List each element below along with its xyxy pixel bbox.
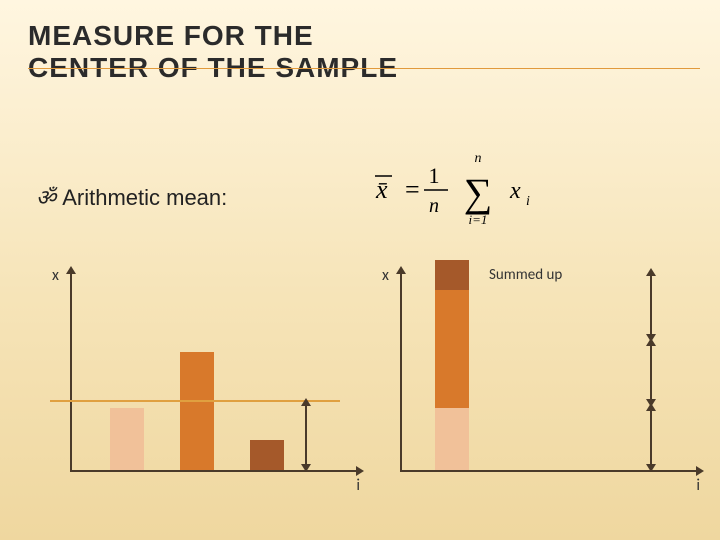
stacked-bar-segment xyxy=(435,290,469,408)
formula-arithmetic-mean: x̄ = 1 n n ∑ i=1 x i xyxy=(370,148,590,228)
formula-xi: x xyxy=(509,178,521,204)
formula-equals: = xyxy=(405,175,420,204)
arrowhead-icon xyxy=(696,466,704,476)
subtitle-text: Arithmetic mean: xyxy=(62,185,227,210)
y-axis-label: x xyxy=(52,266,59,285)
x-axis xyxy=(70,470,360,472)
mean-height-arrow xyxy=(305,400,307,470)
segment-height-arrow xyxy=(650,405,652,470)
x-axis-label: i xyxy=(356,476,360,495)
right-chart: xiSummed up xyxy=(380,270,700,500)
bar xyxy=(110,408,144,470)
annotation-summed-up: Summed up xyxy=(489,266,562,284)
segment-height-arrow xyxy=(650,340,652,405)
bar xyxy=(250,440,284,470)
arrowhead-icon xyxy=(646,399,656,407)
formula-num: 1 xyxy=(429,163,440,188)
arrowhead-icon xyxy=(646,268,656,276)
formula-sigma: ∑ xyxy=(464,170,493,215)
slide-title: MEASURE FOR THE CENTER OF THE SAMPLE xyxy=(28,20,398,84)
stacked-bar-segment xyxy=(435,408,469,470)
arrowhead-icon xyxy=(66,266,76,274)
y-axis xyxy=(400,270,402,470)
arrowhead-icon xyxy=(646,334,656,342)
arrowhead-icon xyxy=(356,466,364,476)
title-underline xyxy=(28,68,700,69)
left-chart: xi xyxy=(50,270,360,500)
bar xyxy=(180,352,214,470)
subtitle-line: ॐ Arithmetic mean: xyxy=(36,182,227,212)
arrowhead-icon xyxy=(301,464,311,472)
bullet-glyph: ॐ xyxy=(36,185,56,210)
mean-line xyxy=(50,400,340,402)
formula-sigma-n: n xyxy=(475,151,482,166)
formula-sub-i: i xyxy=(526,194,530,209)
formula-sigma-i: i=1 xyxy=(469,212,488,227)
arrowhead-icon xyxy=(646,464,656,472)
segment-height-arrow xyxy=(650,270,652,340)
formula-xbar: x̄ xyxy=(375,175,388,204)
x-axis-label: i xyxy=(696,476,700,495)
formula-den: n xyxy=(429,195,439,217)
y-axis-label: x xyxy=(382,266,389,285)
arrowhead-icon xyxy=(396,266,406,274)
stacked-bar-segment xyxy=(435,260,469,290)
arrowhead-icon xyxy=(301,398,311,406)
y-axis xyxy=(70,270,72,470)
